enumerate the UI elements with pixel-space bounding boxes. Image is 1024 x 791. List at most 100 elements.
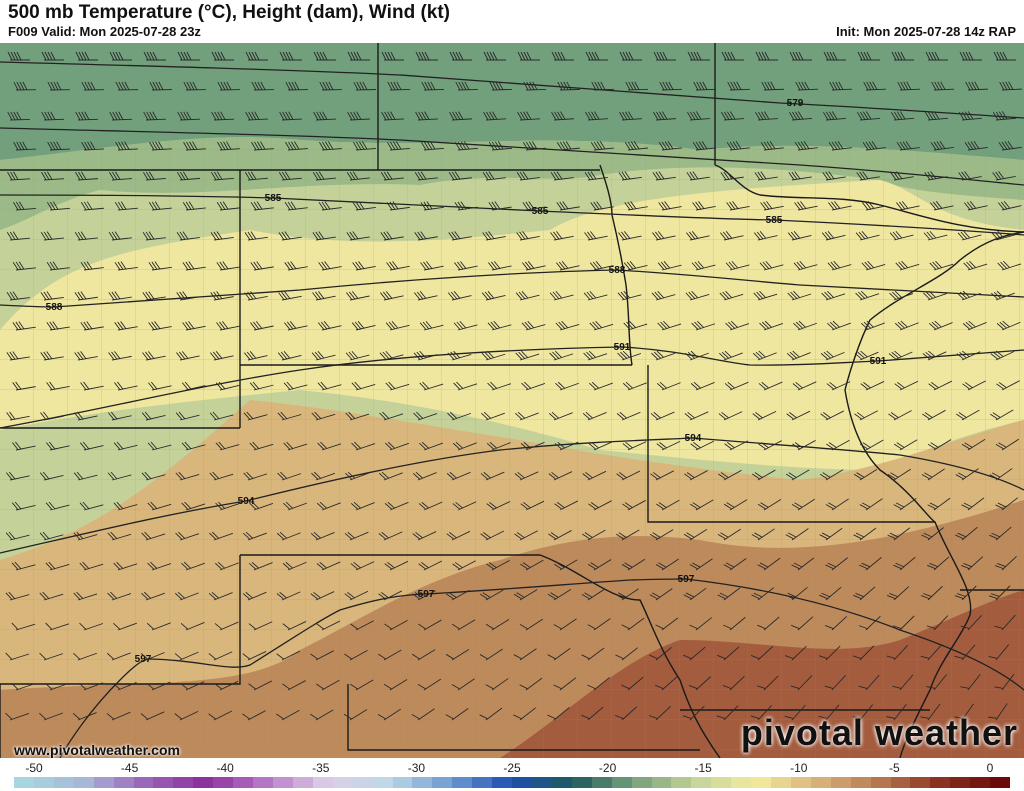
wind-barb bbox=[418, 619, 442, 631]
wind-barb bbox=[113, 561, 138, 571]
wind-barb bbox=[113, 622, 137, 631]
wind-barb bbox=[318, 261, 342, 271]
wind-barb bbox=[622, 500, 646, 511]
wind-barb bbox=[717, 587, 741, 601]
county-lines bbox=[0, 43, 1024, 758]
wind-barb bbox=[750, 705, 773, 721]
wind-barb bbox=[452, 560, 476, 571]
wind-barb bbox=[211, 111, 235, 121]
wind-barb bbox=[920, 703, 941, 721]
wind-barb bbox=[583, 290, 608, 301]
wind-barb bbox=[311, 471, 336, 481]
wind-barb bbox=[751, 587, 774, 601]
colorbar-tick-label: -30 bbox=[407, 761, 426, 775]
wind-barb bbox=[784, 645, 807, 661]
wind-barb bbox=[550, 231, 574, 241]
wind-barb bbox=[487, 320, 512, 331]
wind-barb bbox=[113, 501, 138, 511]
wind-barb bbox=[210, 351, 234, 361]
wind-barb bbox=[723, 616, 746, 631]
wind-barb bbox=[754, 171, 778, 181]
wind-barb bbox=[46, 321, 70, 331]
wind-barb bbox=[277, 351, 302, 361]
colorbar-swatch bbox=[452, 777, 473, 788]
wind-barb bbox=[616, 470, 641, 481]
wind-barb bbox=[997, 201, 1022, 211]
wind-barb bbox=[107, 411, 132, 421]
wind-barb bbox=[887, 527, 911, 541]
wind-barb bbox=[584, 231, 608, 241]
wind-barb bbox=[854, 350, 879, 361]
wind-barb bbox=[183, 81, 207, 91]
colorbar-swatch bbox=[870, 777, 891, 788]
colorbar-swatch bbox=[970, 777, 991, 788]
wind-barb bbox=[954, 585, 977, 601]
wind-barb bbox=[39, 591, 64, 601]
colorbar-swatch bbox=[312, 777, 333, 788]
wind-barbs bbox=[5, 51, 1023, 721]
wind-barb bbox=[517, 111, 540, 121]
wind-barb bbox=[991, 230, 1016, 241]
wind-barb bbox=[624, 201, 648, 211]
wind-barb bbox=[553, 559, 578, 571]
wind-barb bbox=[550, 171, 574, 181]
wind-barb bbox=[791, 498, 816, 511]
wind-barb bbox=[216, 201, 240, 211]
wind-barb bbox=[994, 614, 1016, 631]
wind-barb bbox=[181, 561, 205, 571]
wind-barb bbox=[827, 260, 852, 271]
wind-barb bbox=[488, 141, 512, 151]
wind-barb bbox=[243, 531, 267, 541]
wind-barb bbox=[785, 469, 810, 481]
wind-barb bbox=[758, 440, 782, 451]
wind-barb bbox=[452, 501, 477, 511]
wind-barb bbox=[960, 556, 984, 571]
wind-barb bbox=[784, 704, 806, 721]
colorbar-swatch bbox=[33, 777, 54, 788]
wind-barb bbox=[895, 260, 920, 271]
wind-barb bbox=[513, 648, 537, 661]
wind-barb bbox=[655, 558, 679, 571]
wind-barb bbox=[108, 291, 132, 301]
wind-barb bbox=[73, 471, 98, 481]
colorbar-swatch bbox=[611, 777, 632, 788]
wind-barb bbox=[80, 201, 104, 211]
wind-barb bbox=[414, 171, 438, 181]
colorbar-tick-label: -20 bbox=[598, 761, 617, 775]
wind-barb bbox=[310, 531, 335, 541]
wind-barb bbox=[245, 51, 268, 61]
wind-barb bbox=[617, 290, 642, 301]
wind-barb bbox=[452, 441, 477, 451]
wind-barb bbox=[385, 320, 410, 331]
wind-barb bbox=[446, 530, 471, 541]
wind-barb bbox=[683, 646, 706, 661]
wind-barb bbox=[587, 677, 610, 691]
wind-barb bbox=[353, 81, 377, 91]
wind-barb bbox=[351, 381, 376, 391]
wind-barb bbox=[819, 586, 842, 601]
wind-barb bbox=[828, 140, 852, 151]
wind-barb bbox=[760, 141, 784, 151]
wind-barb bbox=[420, 201, 444, 211]
wind-barb bbox=[114, 321, 138, 331]
wind-barb bbox=[446, 471, 471, 481]
wind-barb bbox=[862, 201, 886, 211]
wind-barb bbox=[312, 171, 336, 181]
wind-barb bbox=[581, 647, 605, 661]
wind-barb bbox=[818, 645, 841, 661]
wind-barb bbox=[859, 557, 882, 571]
wind-barb bbox=[176, 231, 200, 241]
contour-label: 585 bbox=[265, 193, 282, 204]
wind-barb bbox=[448, 171, 472, 181]
colorbar-swatch bbox=[113, 777, 134, 788]
wind-barb bbox=[107, 471, 132, 481]
wind-barb bbox=[587, 559, 612, 571]
wind-barb bbox=[557, 81, 581, 91]
wind-barb bbox=[149, 81, 173, 91]
colorbar-swatch bbox=[153, 777, 174, 788]
wind-barb bbox=[244, 291, 268, 301]
wind-barb bbox=[656, 440, 681, 451]
wind-barb bbox=[412, 531, 437, 541]
wind-barb bbox=[244, 171, 268, 181]
wind-barb bbox=[891, 51, 914, 61]
